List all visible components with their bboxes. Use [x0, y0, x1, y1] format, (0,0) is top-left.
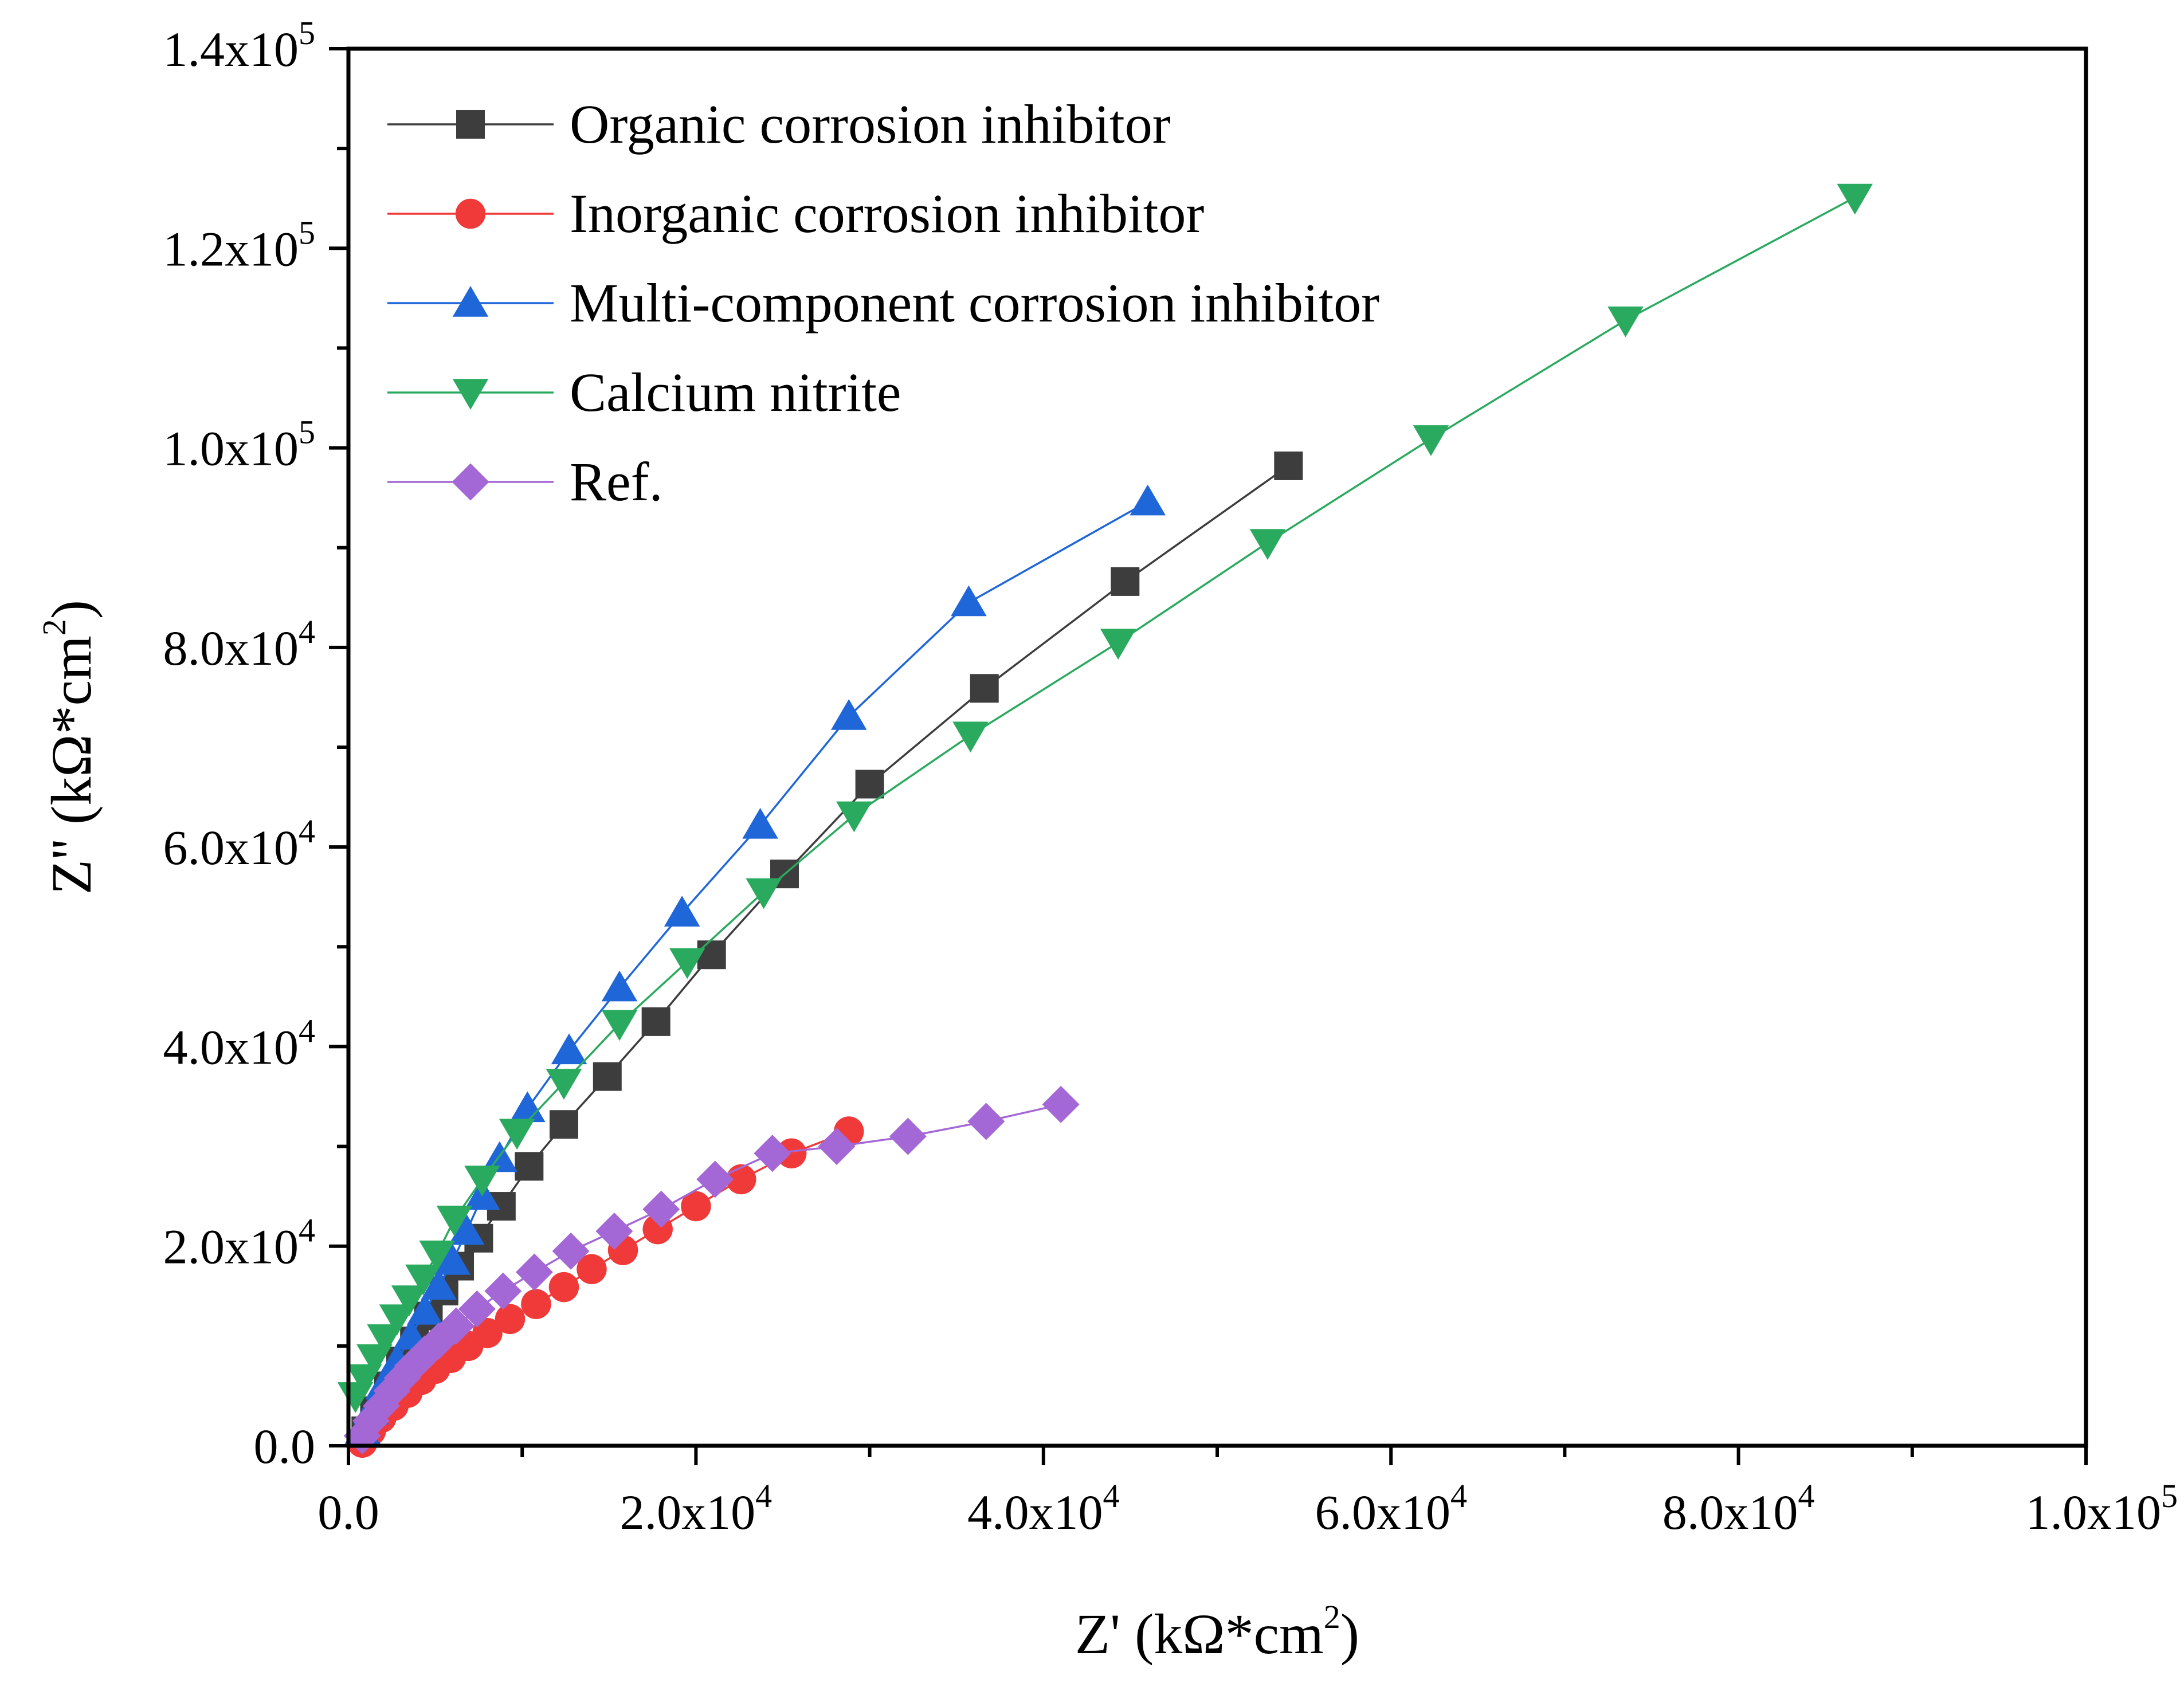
series-3-point-16 — [952, 721, 989, 753]
series-4-point-13 — [595, 1213, 633, 1250]
series-2-point-8 — [448, 1214, 485, 1245]
legend-marker-2 — [452, 286, 489, 317]
series-2-point-18 — [1130, 484, 1166, 516]
series-4-point-15 — [696, 1160, 734, 1198]
series-2-point-12 — [551, 1033, 587, 1065]
series-3-point-17 — [1100, 629, 1136, 660]
series-3-point-7 — [419, 1240, 455, 1272]
series-4-point-10 — [484, 1272, 522, 1310]
series-2-point-7 — [434, 1243, 471, 1275]
series-0-point-10 — [515, 1152, 544, 1181]
series-0-point-11 — [549, 1110, 578, 1139]
series-2-point-11 — [509, 1091, 546, 1123]
series-3-point-10 — [499, 1119, 535, 1150]
series-4-point-17 — [818, 1128, 856, 1166]
series-1-point-10 — [495, 1304, 526, 1335]
ticks-layer: 0.0 2.0x104 4.0x104 6.0x104 8.0x104 1.0x105 0.… — [163, 14, 2178, 1540]
series-3-point-21 — [1837, 183, 1873, 215]
series-3-point-13 — [669, 948, 705, 979]
series-1-point-9 — [472, 1317, 503, 1348]
series-3-point-8 — [436, 1205, 473, 1237]
legend-label-4: Ref. — [570, 451, 663, 512]
series-3-point-5 — [391, 1285, 428, 1317]
legend-marker-0 — [456, 110, 485, 139]
x-tick-label-1: 2.0x104 — [620, 1477, 773, 1540]
series-4-point-18 — [889, 1117, 927, 1155]
series-0-point-12 — [593, 1062, 622, 1091]
x-tick-label-3: 6.0x104 — [1315, 1477, 1467, 1540]
series-1-point-16 — [681, 1191, 711, 1222]
x-tick-label-2: 4.0x104 — [967, 1477, 1120, 1540]
series-2-point-17 — [951, 585, 987, 617]
series-1-point-12 — [548, 1272, 579, 1302]
series-3-point-20 — [1607, 306, 1644, 338]
series-0-point-14 — [697, 940, 726, 970]
legend-item-4: Ref. — [387, 451, 663, 512]
series-4-point-8 — [437, 1307, 475, 1345]
series-0-point-16 — [855, 770, 884, 799]
series-4-point-14 — [642, 1190, 680, 1228]
y-tick-label-6: 1.2x105 — [163, 214, 316, 276]
series-2-point-5 — [407, 1293, 443, 1325]
series-4-point-12 — [552, 1232, 590, 1270]
series-1-point-13 — [577, 1254, 607, 1285]
series-3-point-19 — [1413, 425, 1449, 456]
series-2-point-16 — [830, 699, 867, 730]
legend-item-0: Organic corrosion inhibitor — [387, 93, 1171, 155]
legend-item-3: Calcium nitrite — [387, 362, 901, 423]
series-3-point-9 — [464, 1166, 500, 1197]
x-tick-label-4: 8.0x104 — [1662, 1477, 1815, 1540]
legend-label-0: Organic corrosion inhibitor — [570, 93, 1171, 155]
legend-marker-1 — [455, 198, 486, 229]
series-4-point-16 — [754, 1135, 791, 1172]
y-tick-label-4: 8.0x104 — [163, 613, 316, 676]
series-4-point-11 — [515, 1253, 553, 1291]
series-3-point-11 — [546, 1069, 582, 1100]
legend: Organic corrosion inhibitor Inorganic cor… — [387, 93, 1379, 512]
y-tick-label-2: 4.0x104 — [163, 1012, 316, 1074]
y-tick-label-5: 1.0x105 — [163, 414, 316, 476]
series-0-point-13 — [641, 1007, 671, 1036]
series-4-point-19 — [967, 1103, 1005, 1140]
series-1-point-18 — [776, 1138, 807, 1169]
legend-item-1: Inorganic corrosion inhibitor — [387, 183, 1204, 244]
series-3-point-18 — [1249, 529, 1286, 560]
series-3-point-15 — [836, 801, 872, 833]
y-tick-label-1: 2.0x104 — [163, 1212, 316, 1274]
y-tick-label-3: 6.0x104 — [163, 813, 316, 875]
series-3-point-4 — [379, 1304, 415, 1336]
legend-item-2: Multi-component corrosion inhibitor — [387, 272, 1379, 334]
series-2-point-15 — [742, 807, 778, 839]
legend-marker-4 — [452, 463, 489, 501]
series-0-point-19 — [1274, 451, 1303, 480]
legend-label-3: Calcium nitrite — [570, 362, 901, 423]
legend-marker-3 — [452, 379, 489, 410]
series-3 — [337, 183, 1873, 1413]
series-3-point-6 — [405, 1264, 441, 1296]
x-tick-label-5: 1.0x105 — [2026, 1477, 2178, 1540]
series-3-point-3 — [367, 1324, 403, 1355]
series-3-point-14 — [746, 878, 782, 909]
y-tick-label-7: 1.4x105 — [163, 14, 316, 77]
y-axis-label: Z'' (kΩ*cm2) — [36, 600, 103, 894]
series-3-point-12 — [601, 1010, 638, 1041]
x-tick-label-0: 0.0 — [317, 1485, 379, 1540]
legend-label-2: Multi-component corrosion inhibitor — [570, 272, 1379, 334]
series-2-point-14 — [664, 896, 700, 927]
legend-label-1: Inorganic corrosion inhibitor — [570, 183, 1204, 244]
series-0-point-18 — [1111, 567, 1140, 596]
series-4-point-9 — [458, 1290, 496, 1328]
y-tick-label-0: 0.0 — [254, 1419, 316, 1474]
series-0-point-17 — [970, 674, 999, 703]
series-2-point-13 — [601, 970, 638, 1002]
x-axis-label: Z' (kΩ*cm2) — [1075, 1598, 1359, 1666]
series-1-point-11 — [521, 1289, 551, 1319]
series-4-point-20 — [1042, 1085, 1080, 1123]
series-2-point-6 — [421, 1269, 457, 1300]
